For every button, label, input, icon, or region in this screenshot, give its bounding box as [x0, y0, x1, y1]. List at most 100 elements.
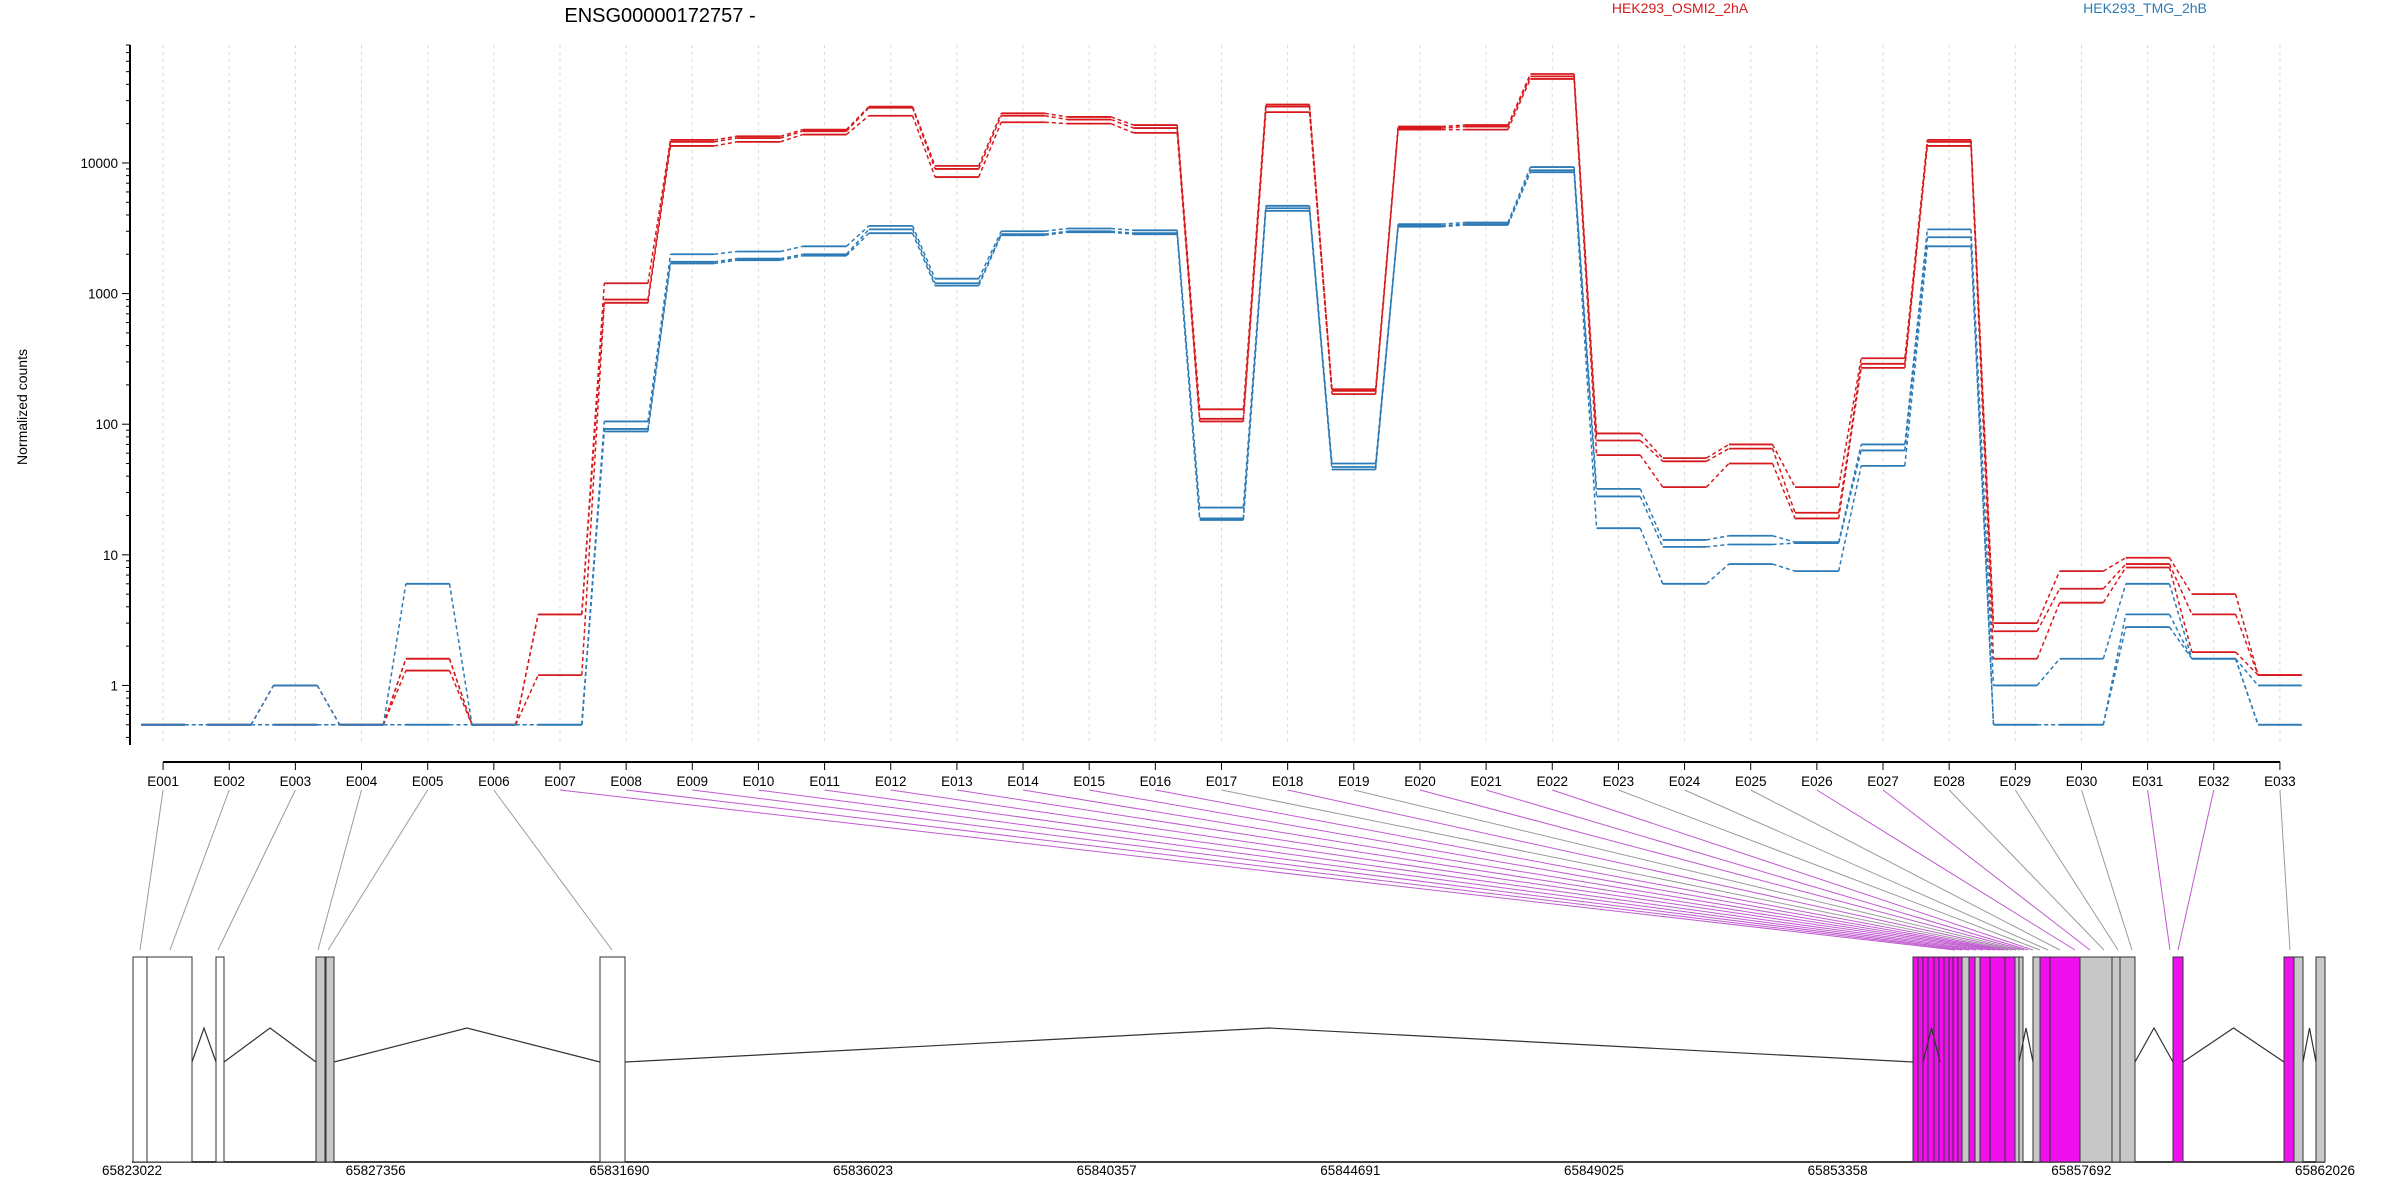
series-transition	[2168, 557, 2193, 595]
series-transition	[2102, 626, 2127, 725]
series-transition	[845, 232, 870, 257]
genomic-coordinate-label: 65836023	[833, 1163, 893, 1178]
series-line	[141, 171, 2302, 726]
chart-title: ENSG00000172757 -	[564, 5, 755, 27]
exon-connector	[956, 789, 1996, 951]
series-transition	[1044, 231, 1068, 236]
y-tick-label: 100	[95, 417, 118, 432]
exon-connector	[1419, 789, 2025, 951]
intron-line	[624, 1027, 1914, 1063]
exon-connector	[139, 789, 164, 951]
series-transition	[911, 225, 936, 279]
series-transition	[713, 135, 737, 141]
genomic-coordinate-label: 65857692	[2051, 1163, 2111, 1178]
genomic-coordinate-label: 65831690	[589, 1163, 649, 1178]
series-transition	[1176, 230, 1201, 508]
intron-line	[191, 1026, 217, 1063]
exon-block	[2172, 956, 2184, 1163]
series-transition	[845, 107, 870, 132]
series-line	[141, 78, 2302, 726]
exon-block	[2079, 956, 2113, 1163]
series-transition	[647, 139, 672, 284]
series-transition	[1705, 563, 1730, 585]
exon-block	[2039, 956, 2051, 1163]
x-tick-label: E031	[2132, 774, 2164, 789]
x-tick-label: E025	[1735, 774, 1767, 789]
series-transition	[1837, 367, 1862, 519]
x-tick-label: E006	[478, 774, 510, 789]
series-transition	[2102, 557, 2127, 572]
x-tick-label: E024	[1669, 774, 1701, 789]
exon-connector	[493, 789, 613, 951]
intron-line	[2134, 1026, 2174, 1063]
exon-block	[2004, 956, 2016, 1163]
exon-block	[325, 956, 335, 1163]
exon-connector	[559, 789, 1956, 951]
series-transition	[1110, 116, 1134, 126]
exon-connector	[1948, 789, 2105, 951]
exon-connector-lines	[139, 789, 2291, 951]
series-transition	[1242, 112, 1267, 422]
series-transition	[647, 263, 672, 432]
series-transition	[2102, 583, 2127, 659]
series-transition	[978, 230, 1002, 280]
exon-connector	[1882, 789, 2091, 951]
x-tick-label: E033	[2264, 774, 2296, 789]
series-transition	[714, 257, 737, 263]
exon-block	[2119, 956, 2136, 1163]
series-transition	[2234, 658, 2259, 726]
series-transition	[1176, 132, 1201, 422]
series-transition	[978, 115, 1002, 170]
genomic-coordinate-label: 65853358	[1808, 1163, 1868, 1178]
y-axis-label: Normalized counts	[14, 349, 30, 465]
exon-block	[1979, 956, 1991, 1163]
series-transition	[1308, 112, 1333, 395]
x-tick-label: E017	[1206, 774, 1238, 789]
exon-connector	[1750, 789, 2061, 951]
exon-connector	[692, 789, 1970, 951]
series-transition	[1507, 166, 1532, 223]
series-transition	[2102, 614, 2127, 725]
series-transition	[978, 121, 1002, 178]
x-tick-label: E010	[743, 774, 775, 789]
series-transition	[1507, 78, 1532, 130]
vertical-gridlines	[162, 45, 2281, 745]
x-tick-label: E023	[1603, 774, 1635, 789]
x-tick-label: E021	[1470, 774, 1502, 789]
exon-connector	[890, 789, 1991, 951]
x-tick-label: E007	[544, 774, 576, 789]
series-transition	[1441, 221, 1465, 225]
series-transition	[581, 283, 606, 615]
series-transition	[1706, 443, 1730, 459]
exon-block	[1933, 956, 1940, 1163]
series-transition	[1176, 125, 1201, 410]
series-transition	[978, 113, 1002, 167]
series-transition	[1573, 172, 1598, 529]
series-transition	[1837, 358, 1862, 488]
exon-connector	[327, 789, 429, 951]
series-transition	[780, 253, 803, 260]
series-transition	[2168, 626, 2193, 660]
x-tick-label: E013	[941, 774, 973, 789]
series-transition	[1573, 76, 1598, 441]
series-transition	[2036, 602, 2061, 660]
gene-model: 65823022 65827356 65831690 65836023 65840357…	[102, 956, 2355, 1178]
series-transition	[1639, 488, 1664, 541]
intron-line	[223, 1027, 317, 1063]
series-transition	[1706, 543, 1729, 548]
exon-block	[2049, 956, 2081, 1163]
series-transition	[1771, 463, 1796, 519]
exon-connector	[824, 789, 1984, 951]
exon-connector	[1022, 789, 2001, 951]
y-tick-label: 10000	[80, 156, 118, 171]
series-transition	[1110, 227, 1134, 232]
series-transition	[1837, 465, 1862, 572]
x-axis: E001 E002 E003 E004 E005 E006 E007 E008 E009 E010…	[147, 761, 2296, 789]
series-transition	[911, 229, 936, 284]
series-transition	[1970, 141, 1995, 632]
x-tick-label: E011	[809, 774, 840, 789]
exon-connector	[1353, 789, 2021, 951]
exon-connector	[2279, 789, 2291, 951]
genomic-coordinate-label: 65823022	[102, 1163, 162, 1178]
series-transition	[250, 685, 275, 726]
